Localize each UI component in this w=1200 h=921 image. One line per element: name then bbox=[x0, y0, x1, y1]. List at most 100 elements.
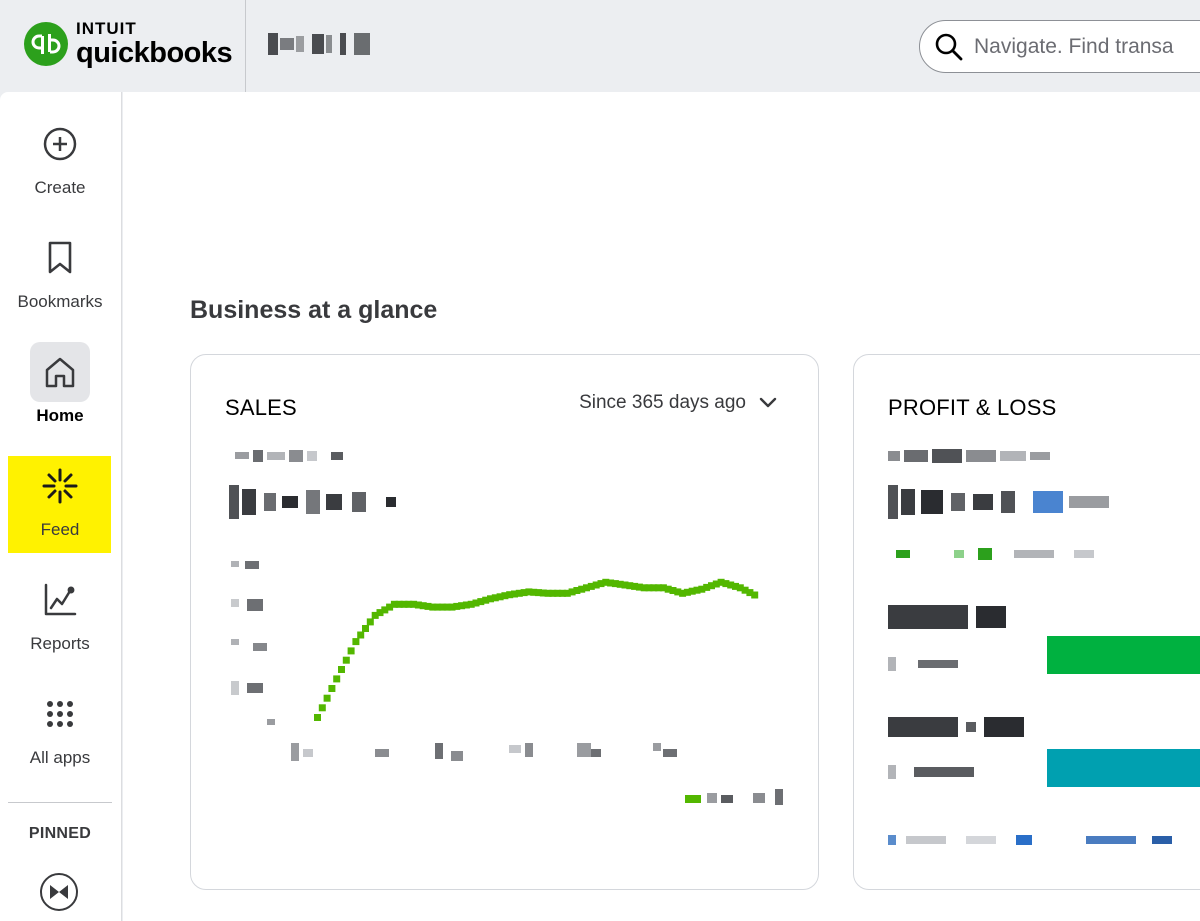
sales-trend-point bbox=[669, 587, 677, 594]
sales-trend-point bbox=[698, 585, 706, 593]
home-icon bbox=[30, 342, 90, 402]
profit-loss-card[interactable]: PROFIT & LOSS bbox=[853, 354, 1200, 890]
pl-subtitle-redacted bbox=[888, 447, 1050, 465]
qb-logo-icon bbox=[24, 22, 68, 66]
sales-trend-point bbox=[357, 631, 365, 639]
sales-trend-point bbox=[390, 600, 398, 608]
sales-trend-point bbox=[683, 588, 691, 596]
sales-trend-point bbox=[626, 582, 634, 590]
sales-trend-point bbox=[395, 600, 403, 608]
search-icon bbox=[935, 33, 963, 60]
sales-trend-point bbox=[655, 584, 663, 592]
sales-trend-point bbox=[616, 580, 624, 588]
company-name-redacted[interactable] bbox=[268, 30, 370, 58]
x-axis-labels-redacted bbox=[291, 743, 677, 761]
sales-trend-point bbox=[477, 598, 485, 606]
sales-trend-point bbox=[338, 666, 345, 673]
sales-card[interactable]: SALES Since 365 days ago bbox=[190, 354, 819, 890]
sales-trend-point bbox=[328, 685, 336, 692]
section-title: Business at a glance bbox=[190, 296, 438, 324]
sales-trend-point bbox=[712, 580, 720, 588]
intuit-wordmark: INTUIT bbox=[76, 19, 137, 38]
nav-home-label: Home bbox=[36, 406, 84, 425]
search-input[interactable]: Navigate. Find transa bbox=[974, 34, 1174, 58]
income-bar[interactable] bbox=[1047, 636, 1200, 674]
nav-create[interactable]: Create bbox=[0, 114, 120, 198]
nav-create-label: Create bbox=[34, 178, 86, 197]
sales-trend-point bbox=[621, 581, 629, 589]
sales-trend-point bbox=[525, 588, 533, 596]
sales-trend-point bbox=[453, 602, 461, 610]
sales-trend-point bbox=[535, 589, 542, 597]
sales-trend-point bbox=[342, 656, 350, 664]
expenses-label-redacted bbox=[888, 763, 974, 781]
chart-line-icon bbox=[30, 570, 90, 630]
sales-trend-point bbox=[674, 588, 682, 596]
sales-trend-point bbox=[554, 589, 562, 597]
nav-bookmarks[interactable]: Bookmarks bbox=[0, 228, 120, 312]
expenses-bar[interactable] bbox=[1047, 749, 1200, 787]
sales-trend-point bbox=[732, 582, 739, 590]
nav-all-apps[interactable]: All apps bbox=[0, 684, 120, 768]
pl-change-redacted bbox=[896, 545, 1094, 563]
sales-trend-point bbox=[611, 580, 619, 588]
quickbooks-logo[interactable]: INTUIT quickbooks bbox=[24, 19, 233, 69]
sales-trend-point bbox=[462, 601, 470, 609]
nav-reports[interactable]: Reports bbox=[0, 570, 120, 654]
sales-trend-point bbox=[434, 603, 442, 611]
period-value: Since 365 days ago bbox=[579, 392, 746, 413]
sales-trend-series bbox=[314, 578, 759, 721]
sales-trend-point bbox=[458, 602, 466, 610]
sales-trend-point bbox=[607, 579, 615, 587]
period-dropdown[interactable]: Since 365 days ago bbox=[579, 392, 778, 414]
sales-trend-point bbox=[511, 590, 518, 598]
income-label-redacted bbox=[888, 655, 958, 673]
header-divider bbox=[245, 0, 246, 92]
top-header: INTUIT quickbooks Navigate. Find transa bbox=[0, 0, 1200, 92]
pl-amount-redacted bbox=[888, 485, 1109, 519]
sales-trend-point bbox=[352, 638, 360, 646]
sales-trend-point bbox=[400, 600, 408, 608]
sales-trend-point bbox=[386, 603, 394, 611]
sales-trend-point bbox=[496, 593, 504, 601]
sales-trend-point bbox=[362, 625, 369, 632]
sales-trend-point bbox=[717, 578, 725, 586]
sales-trend-point bbox=[650, 584, 658, 592]
sales-trend-point bbox=[679, 589, 687, 597]
chart-legend-redacted bbox=[685, 789, 783, 805]
sales-trend-point bbox=[371, 611, 379, 619]
sales-trend-point bbox=[405, 600, 413, 608]
sales-trend-point bbox=[573, 587, 581, 594]
sales-trend-point bbox=[587, 582, 595, 590]
sales-trend-point bbox=[708, 582, 715, 590]
sales-trend-point bbox=[597, 580, 605, 588]
sales-trend-point bbox=[487, 595, 494, 603]
sales-trend-point bbox=[736, 584, 744, 592]
sales-trend-point bbox=[429, 603, 437, 611]
sales-trend-point bbox=[722, 580, 730, 588]
bowtie-icon[interactable] bbox=[40, 873, 78, 911]
nav-reports-label: Reports bbox=[30, 634, 90, 653]
sales-trend-point bbox=[549, 589, 557, 597]
sales-trend-point bbox=[746, 589, 754, 597]
nav-feed[interactable]: Feed bbox=[0, 456, 120, 540]
sales-trend-point bbox=[520, 589, 528, 597]
sales-trend-point bbox=[530, 588, 538, 596]
sales-trend-point bbox=[347, 647, 355, 655]
sales-trend-point bbox=[703, 583, 711, 591]
quickbooks-wordmark: quickbooks bbox=[76, 37, 233, 69]
left-sidebar: Create Bookmarks Home Feed Re bbox=[0, 92, 122, 921]
chevron-down-icon bbox=[759, 397, 777, 408]
search-bar[interactable]: Navigate. Find transa bbox=[919, 20, 1200, 73]
pinned-heading: PINNED bbox=[28, 825, 92, 842]
grid-dots-icon bbox=[30, 684, 90, 744]
profit-loss-title: PROFIT & LOSS bbox=[888, 395, 1057, 420]
sales-trend-point bbox=[472, 599, 480, 607]
sales-trend-point bbox=[568, 588, 576, 596]
sales-trend-point bbox=[727, 581, 735, 589]
nav-home[interactable]: Home bbox=[0, 342, 120, 426]
sales-trend-point bbox=[583, 584, 590, 592]
nav-bookmarks-label: Bookmarks bbox=[17, 292, 103, 311]
expenses-amount-redacted bbox=[888, 717, 1024, 737]
sales-trend-point bbox=[559, 589, 566, 597]
